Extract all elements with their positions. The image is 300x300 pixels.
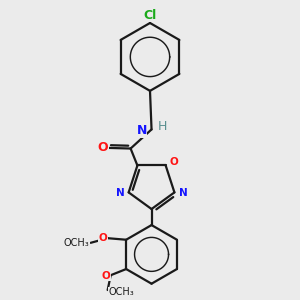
Text: O: O bbox=[98, 232, 107, 243]
Text: Cl: Cl bbox=[143, 9, 157, 22]
Text: OCH₃: OCH₃ bbox=[109, 287, 134, 298]
Text: OCH₃: OCH₃ bbox=[63, 238, 89, 248]
Text: N: N bbox=[136, 124, 147, 137]
Text: H: H bbox=[158, 120, 167, 133]
Text: N: N bbox=[116, 188, 124, 198]
Text: N: N bbox=[179, 188, 188, 198]
Text: O: O bbox=[101, 271, 110, 281]
Text: O: O bbox=[98, 141, 108, 154]
Text: O: O bbox=[169, 158, 178, 167]
